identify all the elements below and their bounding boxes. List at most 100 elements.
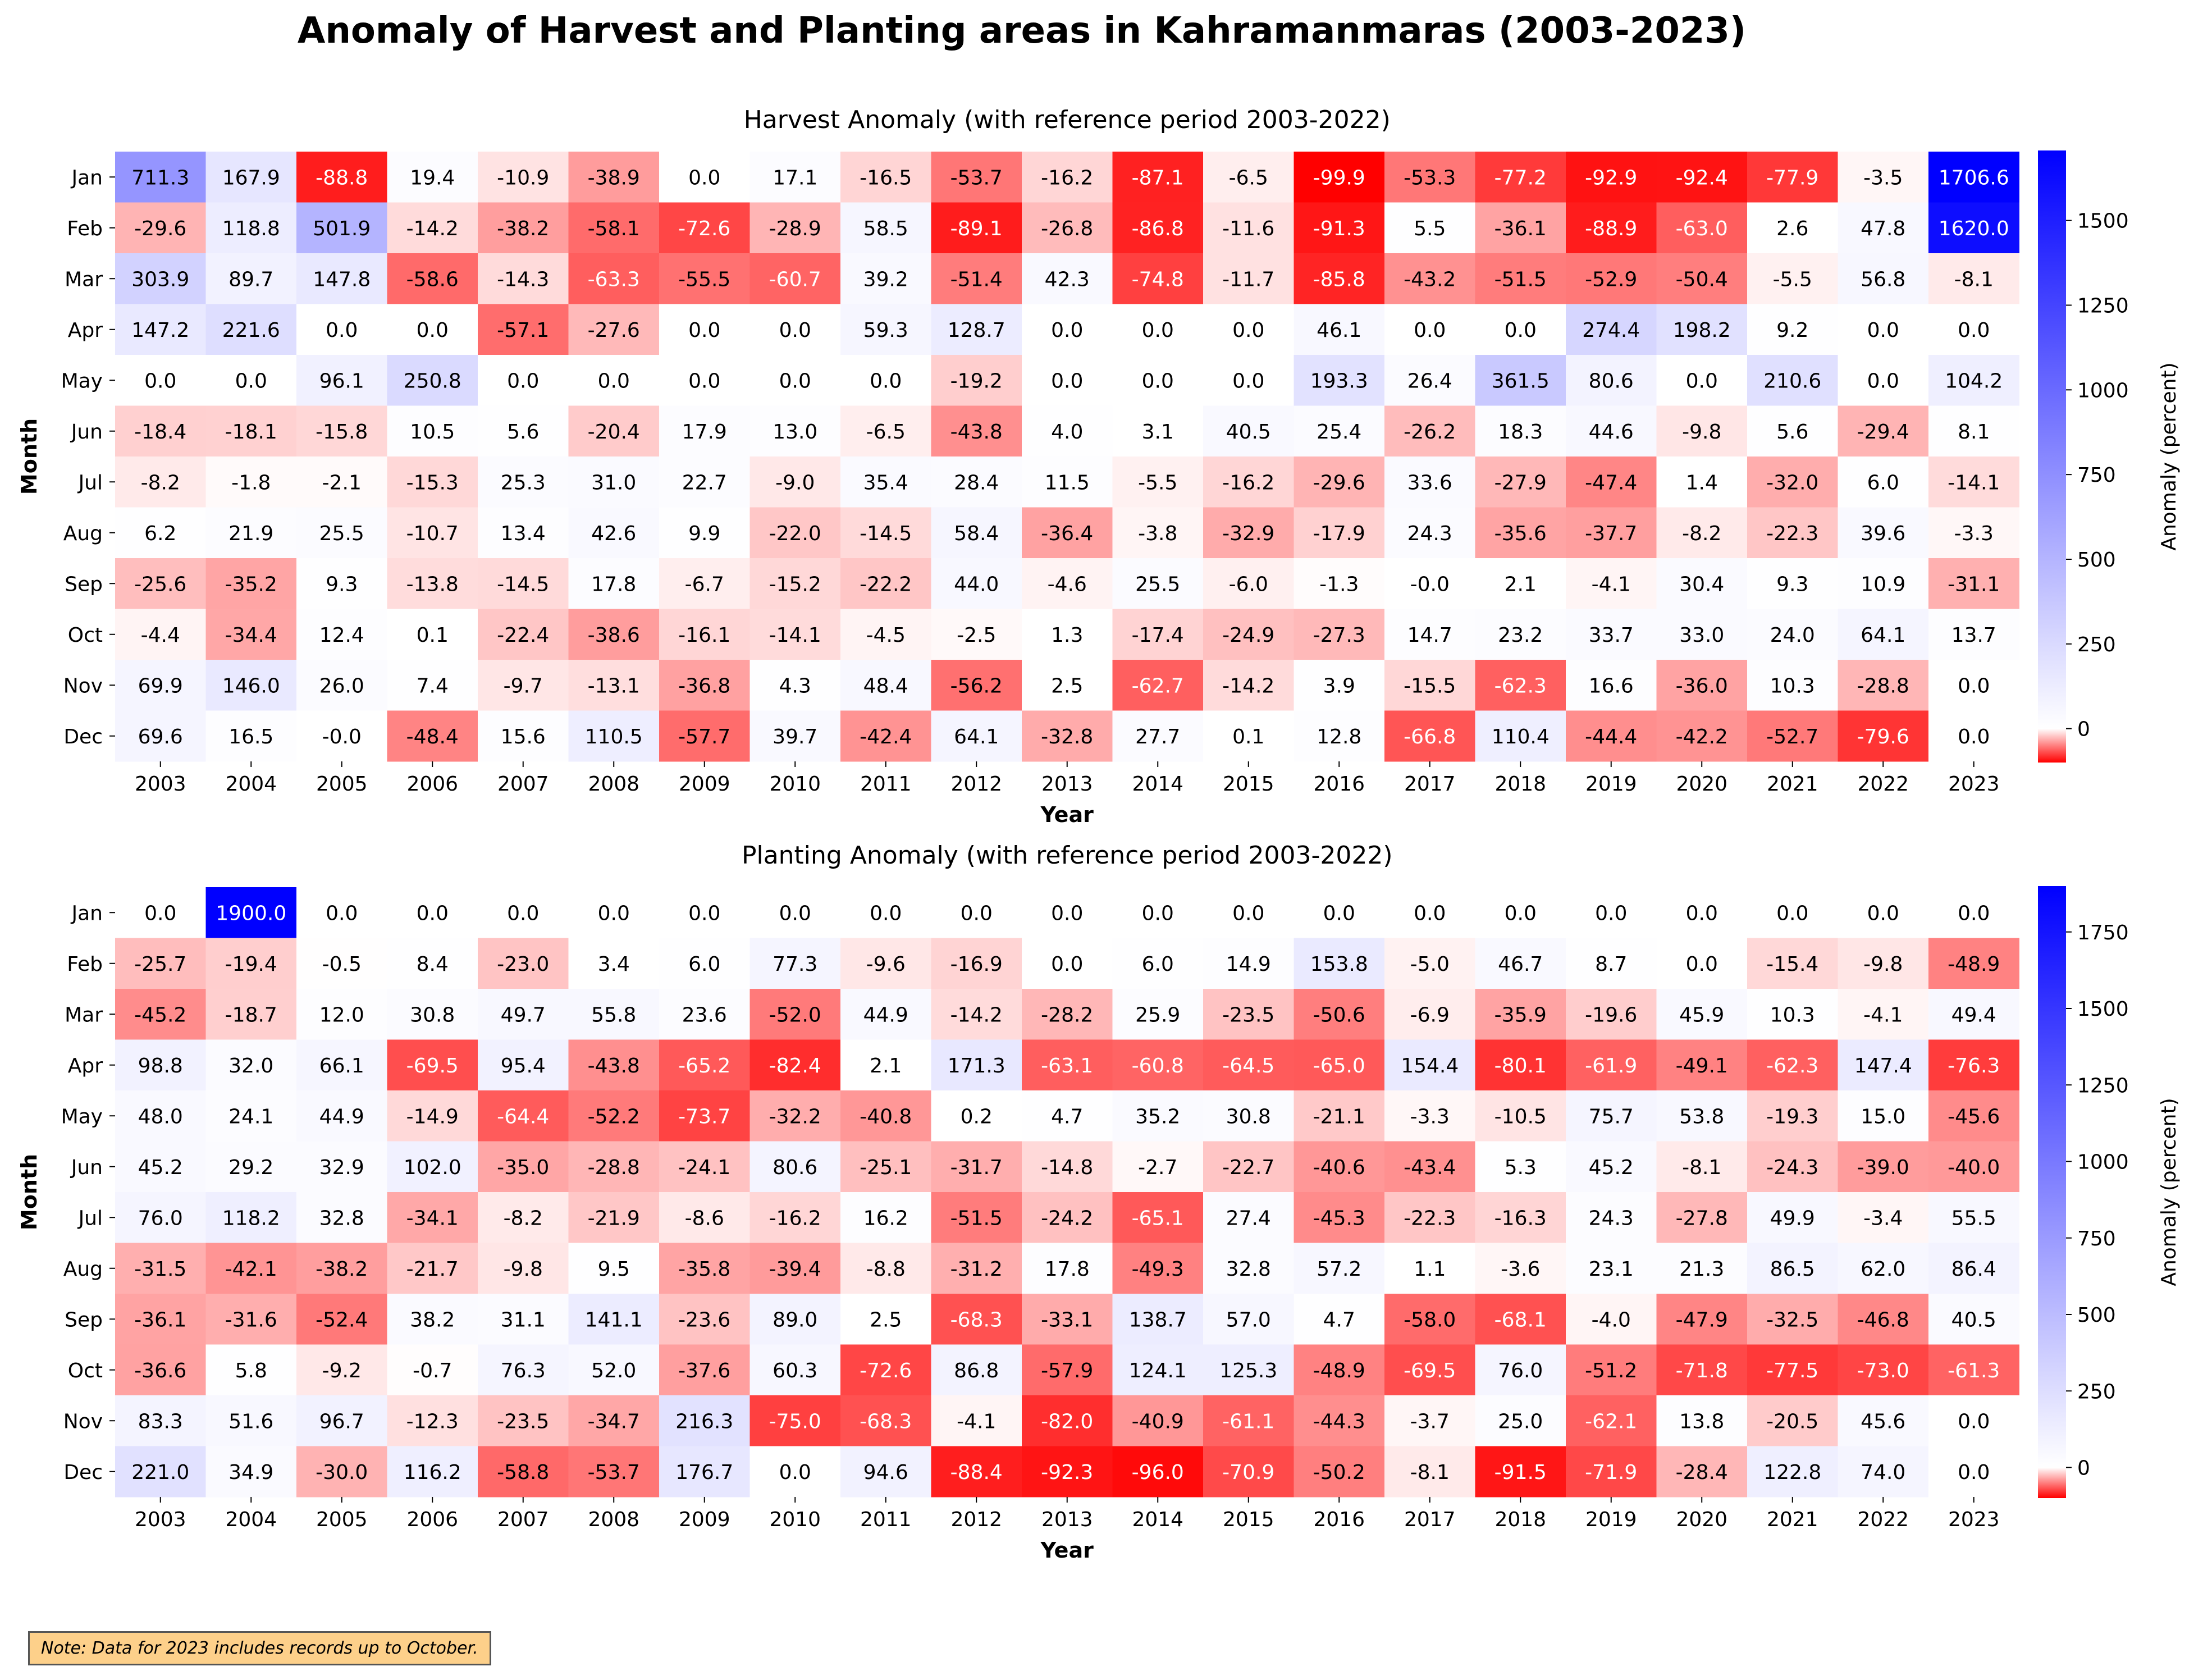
heatmap-cell — [1203, 507, 1294, 559]
y-tick-label: Jul — [77, 1207, 103, 1230]
heatmap-cell — [296, 1344, 387, 1396]
cell-label: 221.0 — [131, 1461, 189, 1484]
heatmap-cell — [1747, 887, 1838, 938]
cell-label: 45.2 — [138, 1156, 183, 1179]
cell-label: 15.0 — [1861, 1105, 1905, 1128]
cell-label: 110.5 — [585, 725, 643, 748]
cell-label: 2.1 — [1505, 573, 1537, 596]
heatmap-cell — [568, 1141, 660, 1193]
heatmap-cell — [115, 507, 206, 559]
x-tick-label: 2017 — [1404, 1508, 1456, 1531]
cell-label: 24.0 — [1770, 624, 1815, 647]
cell-label: 0.0 — [1686, 369, 1718, 392]
heatmap-cell — [1384, 1446, 1475, 1498]
heatmap-cell — [1112, 938, 1204, 989]
heatmap-cell — [1838, 989, 1929, 1040]
cell-label: 83.3 — [138, 1410, 183, 1433]
heatmap-cell — [478, 609, 569, 660]
heatmap-cell — [1928, 660, 2019, 711]
heatmap-cell — [931, 609, 1022, 660]
heatmap-cell — [1566, 405, 1657, 457]
cell-label: -5.5 — [1138, 471, 1177, 494]
x-tick-label: 2013 — [1041, 1508, 1093, 1531]
heatmap-cell — [840, 1446, 931, 1498]
y-tick-label: Jul — [77, 471, 103, 494]
y-tick-label: Sep — [65, 1308, 103, 1331]
heatmap-cell — [931, 887, 1022, 938]
heatmap-cell — [749, 1039, 841, 1091]
cell-label: -17.4 — [1132, 624, 1184, 647]
heatmap-cell — [659, 609, 750, 660]
cell-label: -50.6 — [1313, 1003, 1365, 1026]
heatmap-cell — [478, 507, 569, 559]
heatmap-cell — [1203, 1395, 1294, 1446]
cell-label: 2.1 — [870, 1054, 902, 1078]
colorbar-tick-label: 1000 — [2077, 1151, 2129, 1174]
heatmap-cell — [1566, 1192, 1657, 1243]
heatmap-cell — [296, 304, 387, 355]
heatmap-cell — [115, 1446, 206, 1498]
cell-label: 35.4 — [863, 471, 908, 494]
heatmap-cell — [931, 1395, 1022, 1446]
cell-label: -82.0 — [1041, 1410, 1093, 1433]
cell-label: -49.3 — [1132, 1258, 1184, 1281]
heatmap-cell — [115, 1090, 206, 1142]
heatmap-cell — [115, 1395, 206, 1446]
heatmap-cell — [1203, 1192, 1294, 1243]
note-box: Note: Data for 2023 includes records up … — [28, 1631, 491, 1665]
heatmap-cell — [1747, 405, 1838, 457]
heatmap-cell — [1475, 558, 1566, 609]
cell-label: -43.8 — [588, 1054, 640, 1078]
heatmap-cell — [1566, 887, 1657, 938]
cell-label: 44.9 — [319, 1105, 364, 1128]
x-tick-label: 2013 — [1041, 773, 1093, 796]
heatmap-cell — [1022, 1344, 1113, 1396]
heatmap-cell — [568, 1243, 660, 1294]
heatmap-cell — [840, 355, 931, 406]
cell-label: 31.0 — [591, 471, 636, 494]
x-tick-label: 2014 — [1132, 773, 1183, 796]
heatmap-cell — [659, 887, 750, 938]
cell-label: -14.5 — [497, 573, 549, 596]
heatmap-cell — [1294, 1243, 1385, 1294]
cell-label: 27.4 — [1226, 1207, 1271, 1230]
y-tick-label: Jun — [70, 1156, 103, 1179]
cell-label: -21.1 — [1313, 1105, 1365, 1128]
cell-label: 102.0 — [404, 1156, 461, 1179]
cell-label: 12.8 — [1317, 725, 1361, 748]
cell-label: 17.8 — [1045, 1258, 1090, 1281]
cell-label: -3.8 — [1138, 522, 1177, 545]
heatmap-cell — [1294, 202, 1385, 254]
heatmap-cell — [1022, 1192, 1113, 1243]
cell-label: -31.7 — [950, 1156, 1003, 1179]
heatmap-cell — [1566, 355, 1657, 406]
cell-label: -14.3 — [497, 268, 549, 291]
heatmap-cell — [1384, 1141, 1475, 1193]
colorbar-tick-label: 1250 — [2077, 294, 2129, 317]
cell-label: 1706.6 — [1939, 166, 2009, 189]
heatmap-cell — [568, 938, 660, 989]
heatmap-cell — [296, 202, 387, 254]
heatmap-cell — [478, 405, 569, 457]
heatmap-cell — [840, 938, 931, 989]
cell-label: 0.0 — [1142, 319, 1174, 342]
heatmap-cell — [1294, 938, 1385, 989]
y-tick-label: Oct — [68, 624, 103, 647]
heatmap-cell — [568, 456, 660, 508]
heatmap-cell — [296, 253, 387, 304]
cell-label: 25.3 — [501, 471, 546, 494]
heatmap-cell — [478, 355, 569, 406]
cell-label: -92.4 — [1676, 166, 1728, 189]
x-tick-label: 2006 — [406, 773, 458, 796]
heatmap-cell — [568, 1090, 660, 1142]
y-tick-label: Jun — [70, 421, 103, 444]
cell-label: 0.0 — [598, 902, 630, 925]
cell-label: 0.0 — [779, 369, 811, 392]
heatmap-cell — [387, 152, 478, 203]
cell-label: -69.5 — [406, 1054, 459, 1078]
cell-label: -5.0 — [1410, 953, 1450, 976]
cell-label: -1.3 — [1319, 573, 1359, 596]
cell-label: -53.7 — [588, 1461, 640, 1484]
cell-label: 49.7 — [501, 1003, 546, 1026]
cell-label: 0.0 — [1232, 902, 1264, 925]
